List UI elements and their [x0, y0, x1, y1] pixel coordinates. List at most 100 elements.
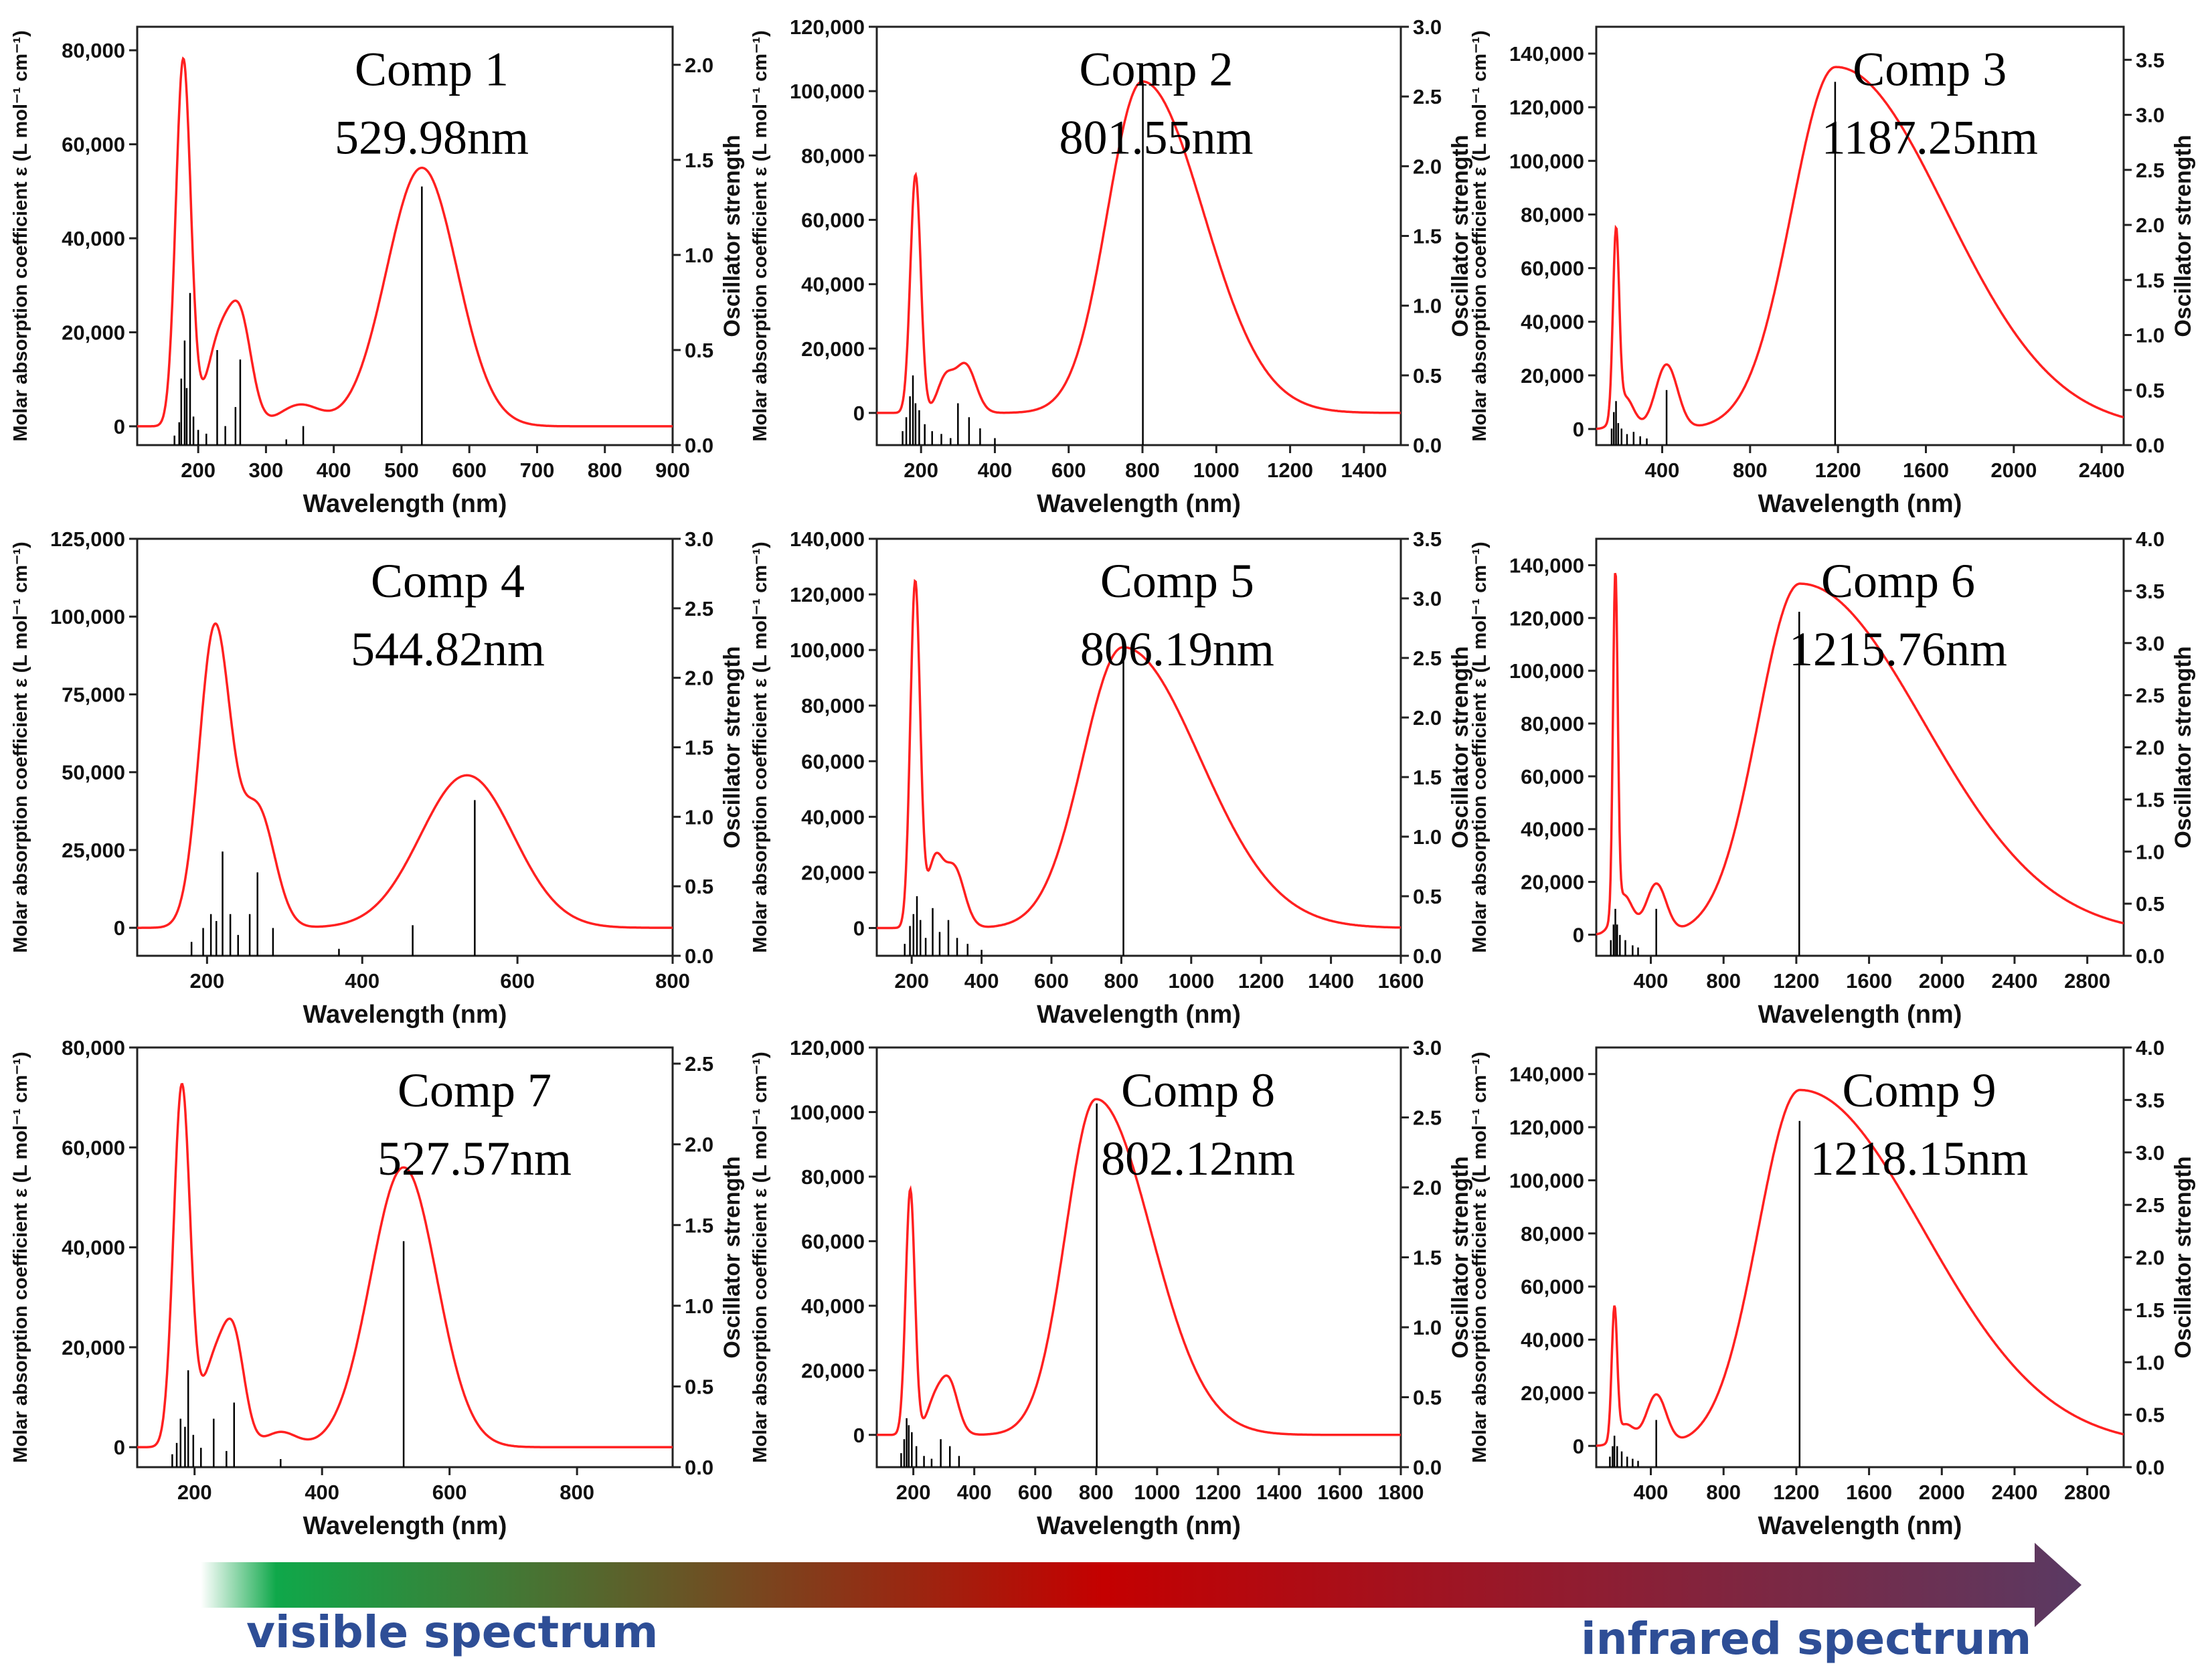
- absorption-curve: [137, 56, 673, 428]
- y-tick-label: 120,000: [790, 583, 865, 606]
- y2-tick-label: 2.0: [685, 54, 713, 77]
- x-tick-label: 500: [384, 458, 419, 482]
- x-tick-label: 2400: [1991, 1481, 2037, 1504]
- y2-tick-label: 3.0: [2136, 1141, 2164, 1165]
- y2-tick-label: 1.0: [2136, 324, 2164, 347]
- y2-tick-label: 1.0: [2136, 840, 2164, 863]
- y-axis-title: Molar absorption coefficient ε (L mol⁻¹ …: [750, 30, 771, 441]
- y-tick-label: 60,000: [1521, 257, 1584, 280]
- y2-tick-label: 1.5: [1413, 766, 1442, 789]
- y2-axis-title: Oscillator strength: [719, 1156, 745, 1358]
- y2-tick-label: 1.5: [685, 1213, 713, 1237]
- y2-tick-label: 0.0: [2136, 434, 2164, 457]
- plot-area: [137, 56, 673, 445]
- y-tick-label: 100,000: [790, 639, 865, 662]
- plot-frame: [136, 1046, 674, 1468]
- x-tick-label: 600: [1018, 1481, 1053, 1504]
- absorption-curve: [137, 1083, 673, 1448]
- compound-title: Comp 3: [1853, 43, 2007, 96]
- y-tick-label: 40,000: [801, 273, 865, 297]
- x-tick-label: 400: [978, 458, 1013, 482]
- x-tick-label: 600: [1051, 458, 1086, 482]
- y-tick-label: 140,000: [1509, 1063, 1584, 1086]
- y2-tick-label: 2.0: [2136, 736, 2164, 760]
- x-tick-label: 1200: [1267, 458, 1313, 482]
- peak-wavelength-label: 1215.76nm: [1789, 622, 2007, 676]
- y-axis-title: Molar absorption coefficient ε (L mol⁻¹ …: [10, 30, 31, 441]
- y-tick-label: 50,000: [62, 761, 125, 784]
- x-axis-title: Wavelength (nm): [303, 1512, 507, 1540]
- y2-tick-label: 0.0: [2136, 1456, 2164, 1479]
- peak-wavelength-label: 544.82nm: [351, 622, 545, 676]
- y2-tick-label: 0.5: [1413, 885, 1442, 908]
- y-tick-label: 20,000: [62, 321, 125, 344]
- x-tick-label: 1000: [1134, 1481, 1180, 1504]
- y2-axis-title: Oscillator strength: [719, 135, 745, 337]
- plot-area: [1596, 572, 2124, 956]
- x-tick-label: 800: [1706, 1481, 1741, 1504]
- spectrum-arrow: [201, 1543, 2081, 1627]
- y2-tick-label: 0.0: [1413, 1456, 1442, 1479]
- y2-tick-label: 3.5: [2136, 48, 2164, 72]
- absorption-curve: [877, 578, 1401, 930]
- y2-tick-label: 1.5: [2136, 268, 2164, 292]
- y2-tick-label: 0.0: [685, 1456, 713, 1479]
- x-tick-label: 400: [1634, 969, 1669, 993]
- y2-tick-label: 2.0: [1413, 706, 1442, 730]
- x-tick-label: 800: [588, 458, 622, 482]
- y-tick-label: 140,000: [1509, 42, 1584, 66]
- y-tick-label: 0: [1573, 1434, 1584, 1458]
- y-tick-label: 20,000: [801, 1359, 865, 1382]
- y2-tick-label: 3.0: [1413, 15, 1442, 39]
- y-tick-label: 120,000: [790, 1036, 865, 1060]
- x-tick-label: 1000: [1193, 458, 1240, 482]
- y2-tick-label: 0.0: [685, 434, 713, 457]
- x-tick-label: 1600: [1378, 969, 1424, 993]
- x-tick-label: 800: [1079, 1481, 1114, 1504]
- y-tick-label: 140,000: [790, 527, 865, 551]
- y2-tick-label: 1.0: [1413, 295, 1442, 318]
- x-tick-label: 200: [181, 458, 216, 482]
- absorption-curve: [1596, 66, 2124, 430]
- y2-tick-label: 2.5: [2136, 159, 2164, 182]
- y2-axis-title: Oscillator strength: [1448, 1156, 1473, 1358]
- y2-tick-label: 2.0: [685, 667, 713, 690]
- y2-tick-label: 0.5: [2136, 379, 2164, 402]
- x-tick-label: 600: [1034, 969, 1069, 993]
- x-tick-label: 1600: [1846, 969, 1892, 993]
- y2-tick-label: 0.0: [2136, 944, 2164, 968]
- chart-panel-9: 400 800 1200 1600 2000 2400 2800 0 20,000 40,000 6…: [1469, 1036, 2196, 1540]
- x-tick-label: 800: [1104, 969, 1139, 993]
- x-tick-label: 400: [345, 969, 379, 993]
- y-tick-label: 80,000: [1521, 203, 1584, 226]
- y2-tick-label: 1.5: [2136, 788, 2164, 811]
- chart-panel-6: 400 800 1200 1600 2000 2400 2800 0 20,000 40,000 6…: [1469, 527, 2196, 1029]
- x-tick-label: 200: [177, 1481, 212, 1504]
- x-tick-label: 1600: [1846, 1481, 1892, 1504]
- y-tick-label: 60,000: [62, 133, 125, 157]
- x-tick-label: 1000: [1168, 969, 1214, 993]
- y-tick-label: 0: [853, 1424, 865, 1447]
- plot-area: [137, 1083, 673, 1467]
- y-tick-label: 0: [114, 916, 125, 940]
- x-tick-label: 1200: [1773, 1481, 1819, 1504]
- plot-frame: [136, 25, 674, 446]
- x-tick-label: 800: [655, 969, 690, 993]
- chart-panels: 200 300 400 500 600 700 800 900 0 20,000 40,000 60,…: [10, 15, 2196, 1540]
- y2-tick-label: 2.5: [2136, 684, 2164, 707]
- x-tick-label: 2400: [1991, 969, 2037, 993]
- absorption-curve: [1596, 572, 2124, 936]
- plot-frame: [875, 537, 1402, 957]
- y2-tick-label: 0.0: [685, 944, 713, 968]
- y-tick-label: 20,000: [801, 861, 865, 884]
- x-axis-title: Wavelength (nm): [1037, 1512, 1241, 1540]
- compound-title: Comp 9: [1842, 1064, 1996, 1117]
- compound-title: Comp 5: [1100, 554, 1254, 608]
- y2-tick-label: 1.5: [685, 736, 713, 760]
- x-tick-label: 400: [964, 969, 999, 993]
- x-tick-label: 200: [189, 969, 224, 993]
- y2-tick-label: 2.5: [685, 597, 713, 620]
- x-tick-label: 1200: [1195, 1481, 1241, 1504]
- x-tick-label: 1200: [1773, 969, 1819, 993]
- y-tick-label: 120,000: [1509, 1116, 1584, 1139]
